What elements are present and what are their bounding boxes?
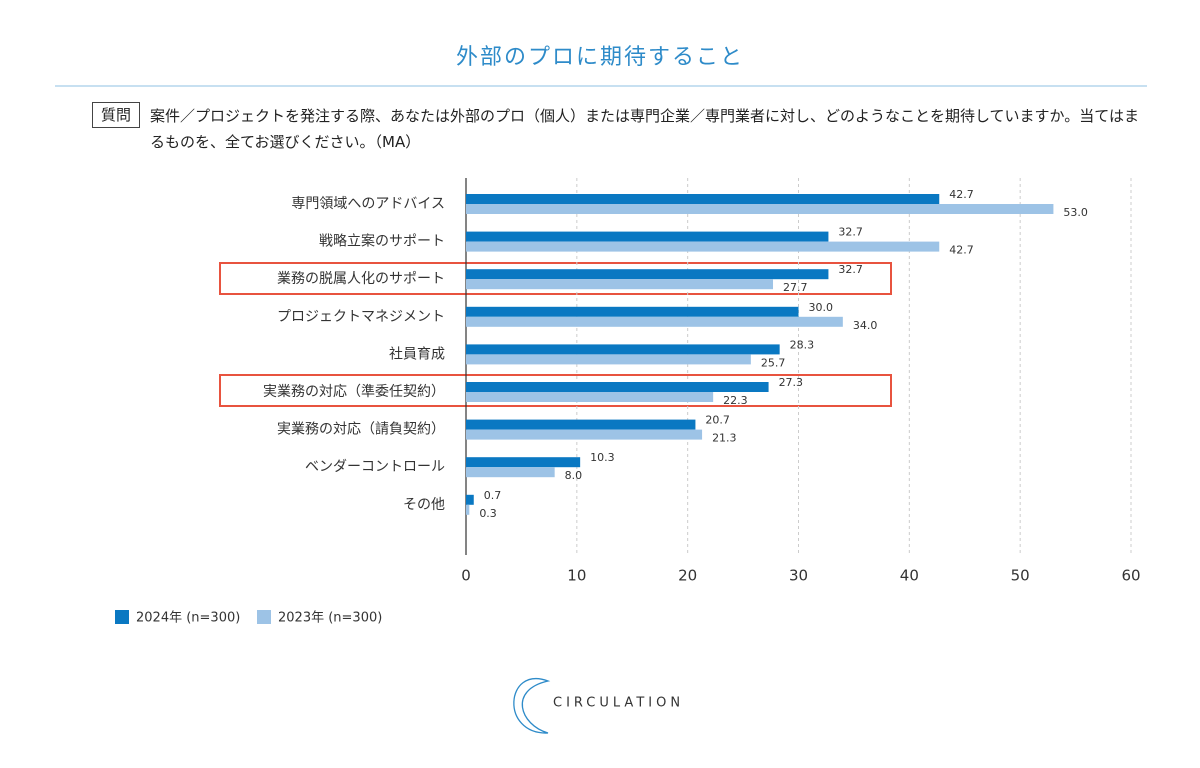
x-tick-label: 50 (1011, 567, 1030, 585)
bar (466, 241, 940, 252)
value-label: 25.7 (761, 356, 786, 369)
bar (466, 429, 703, 440)
bar (466, 306, 799, 317)
value-label: 8.0 (565, 469, 583, 482)
bar (466, 504, 470, 515)
question-label: 質問 (92, 102, 141, 128)
value-label: 53.0 (1063, 206, 1088, 219)
value-label: 30.0 (809, 301, 834, 314)
x-tick-label: 20 (678, 567, 697, 585)
value-label: 21.3 (712, 432, 737, 445)
x-tick-label: 10 (567, 567, 586, 585)
value-label: 20.7 (705, 414, 730, 427)
bar (466, 419, 696, 430)
y-tick-label: その他 (403, 497, 445, 513)
value-label: 42.7 (949, 244, 974, 257)
y-tick-label: 社員育成 (389, 346, 445, 362)
value-label: 0.7 (484, 489, 502, 502)
y-tick-label: プロジェクトマネジメント (277, 309, 445, 325)
x-tick-label: 30 (789, 567, 808, 585)
logo-mark (513, 678, 551, 734)
legend-swatch (257, 610, 271, 624)
bar (466, 457, 581, 468)
bar (466, 382, 769, 392)
bar (466, 194, 940, 204)
legend-swatch (115, 610, 129, 624)
x-tick-label: 60 (1121, 567, 1140, 585)
bar (466, 494, 474, 505)
value-label: 0.3 (479, 507, 497, 520)
x-tick-label: 40 (900, 567, 919, 585)
y-tick-label: ベンダーコントロール (305, 459, 445, 475)
legend-label: 2023年 (n=300) (278, 611, 382, 626)
bar (466, 316, 843, 327)
bar (466, 279, 774, 290)
value-label: 27.7 (783, 281, 808, 294)
bar (466, 269, 829, 280)
value-label: 42.7 (949, 188, 974, 201)
logo-text: CIRCULATION (553, 696, 684, 711)
value-label: 34.0 (853, 319, 878, 332)
y-tick-label: 実業務の対応（準委任契約） (263, 384, 445, 400)
bar (466, 231, 829, 242)
bar (466, 392, 714, 402)
x-tick-label: 0 (461, 567, 471, 585)
value-label: 32.7 (838, 226, 863, 239)
bar (466, 354, 751, 365)
value-label: 10.3 (590, 451, 615, 464)
highlight-box (219, 262, 892, 295)
highlight-box (219, 374, 892, 407)
legend-label: 2024年 (n=300) (136, 611, 240, 626)
y-tick-label: 専門領域へのアドバイス (291, 195, 445, 212)
y-tick-label: 業務の脱属人化のサポート (277, 271, 445, 287)
bar (466, 467, 555, 478)
value-label: 22.3 (723, 394, 748, 407)
bar (466, 204, 1054, 214)
y-tick-label: 戦略立案のサポート (319, 233, 445, 250)
question-text: 案件／プロジェクトを発注する際、あなたは外部のプロ（個人）または専門企業／専門業… (150, 107, 1139, 151)
chart-title: 外部のプロに期待すること (456, 45, 744, 70)
value-label: 28.3 (790, 338, 815, 351)
y-tick-label: 実業務の対応（請負契約） (277, 422, 445, 438)
bar (466, 344, 780, 355)
value-label: 32.7 (838, 263, 863, 276)
value-label: 27.3 (779, 376, 804, 389)
